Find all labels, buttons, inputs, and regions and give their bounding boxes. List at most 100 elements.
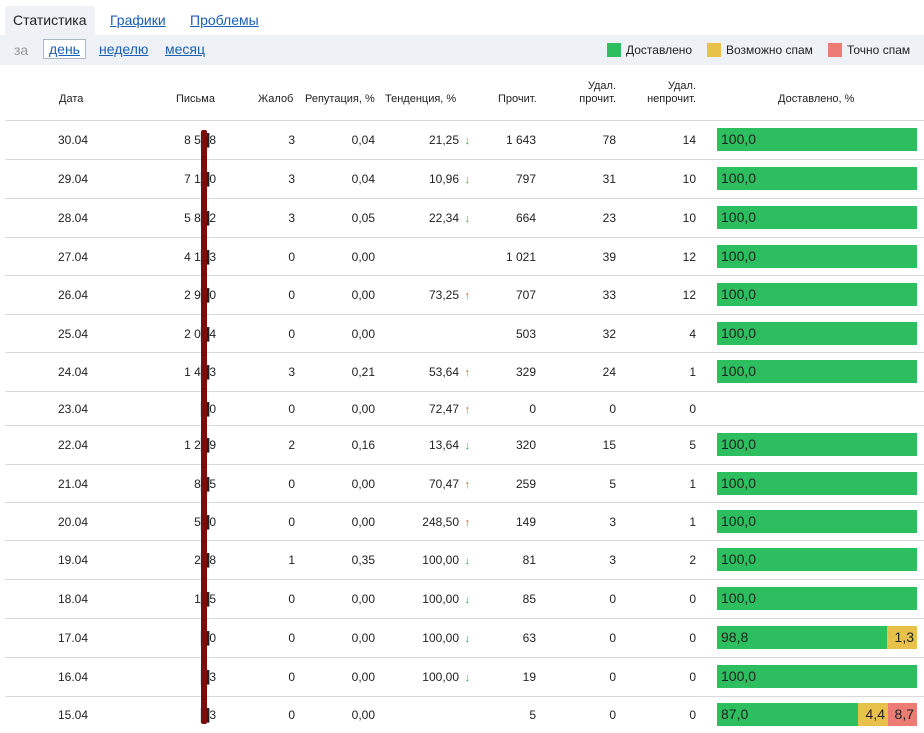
legend-maybe-spam-swatch (707, 43, 721, 57)
trend-cell: 100,00 ↓ (380, 631, 470, 646)
letters-cell: 7 1█0 (184, 172, 216, 186)
delivered-segment-ok: 87,0 (717, 703, 858, 726)
row-divider (5, 314, 924, 315)
row-divider (5, 502, 924, 503)
arrow-down-icon: ↓ (464, 440, 471, 452)
deleted-read-cell: 0 (609, 631, 616, 645)
delivered-bar: 100,0 (717, 665, 917, 688)
deleted-unread-cell: 12 (682, 250, 696, 264)
delivered-segment-ok: 100,0 (717, 245, 917, 268)
deleted-unread-cell: 14 (682, 133, 696, 147)
complaints-cell: 2 (288, 438, 295, 452)
date-cell: 23.04 (58, 402, 89, 416)
complaints-cell: 3 (288, 133, 295, 147)
trend-value: 72,47 (428, 402, 459, 416)
read-cell: 85 (522, 592, 536, 606)
period-day-button[interactable]: день (43, 39, 86, 59)
date-cell: 25.04 (58, 327, 89, 341)
arrow-up-icon: ↑ (464, 367, 471, 379)
tab-statistics[interactable]: Статистика (5, 6, 95, 35)
col-del-unread-header[interactable]: Удал. непрочит. (647, 80, 696, 105)
delivered-segment-ok: 100,0 (717, 322, 917, 345)
deleted-unread-cell: 4 (689, 327, 696, 341)
row-divider (5, 579, 924, 580)
complaints-cell: 3 (288, 172, 295, 186)
col-date-header[interactable]: Дата (59, 93, 84, 105)
deleted-unread-cell: 10 (682, 172, 696, 186)
period-month-button[interactable]: месяц (165, 41, 206, 57)
date-cell: 15.04 (58, 708, 89, 722)
deleted-read-cell: 32 (602, 327, 616, 341)
trend-value: 53,64 (428, 365, 459, 379)
reputation-cell: 0,00 (351, 708, 375, 722)
reputation-cell: 0,00 (351, 327, 375, 341)
col-read-header[interactable]: Прочит. (498, 93, 537, 105)
arrow-up-icon: ↑ (464, 404, 471, 416)
tab-graphs[interactable]: Графики (110, 12, 166, 28)
deleted-read-cell: 0 (609, 592, 616, 606)
row-divider (5, 275, 924, 276)
trend-value: 10,96 (428, 172, 459, 186)
row-divider (5, 237, 924, 238)
read-cell: 19 (522, 670, 536, 684)
delivered-segment-ok: 100,0 (717, 665, 917, 688)
delivered-segment-ok: 100,0 (717, 587, 917, 610)
deleted-unread-cell: 1 (689, 477, 696, 491)
tab-problems[interactable]: Проблемы (190, 12, 259, 28)
trend-value: 100,00 (422, 553, 459, 567)
trend-value: 13,64 (428, 438, 459, 452)
header-divider (5, 120, 924, 121)
complaints-cell: 0 (288, 670, 295, 684)
date-cell: 21.04 (58, 477, 89, 491)
legend-delivered-label: Доставлено (626, 43, 693, 57)
delivered-segment-ok: 100,0 (717, 510, 917, 533)
deleted-read-cell: 0 (609, 670, 616, 684)
reputation-cell: 0,21 (351, 365, 375, 379)
delivered-bar: 87,0 4,4 8,7 (717, 703, 917, 726)
deleted-read-cell: 3 (609, 515, 616, 529)
col-trend-header[interactable]: Тенденция, % (385, 93, 457, 105)
trend-value: 100,00 (422, 631, 459, 645)
trend-cell: 13,64 ↓ (380, 438, 470, 453)
deleted-read-cell: 23 (602, 211, 616, 225)
complaints-cell: 0 (288, 288, 295, 302)
row-divider (5, 159, 924, 160)
date-cell: 18.04 (58, 592, 89, 606)
row-divider (5, 657, 924, 658)
col-letters-header[interactable]: Письма (176, 93, 215, 105)
col-reputation-header[interactable]: Репутация, % (305, 93, 375, 105)
reputation-cell: 0,35 (351, 553, 375, 567)
trend-cell: 248,50 ↑ (380, 515, 470, 530)
col-complaints-header[interactable]: Жалоб (258, 93, 294, 105)
row-divider (5, 425, 924, 426)
trend-value: 73,25 (428, 288, 459, 302)
reputation-cell: 0,00 (351, 592, 375, 606)
trend-cell: 10,96 ↓ (380, 172, 470, 187)
legend-maybe-spam-label: Возможно спам (726, 43, 813, 57)
read-cell: 1 021 (505, 250, 536, 264)
deleted-unread-cell: 0 (689, 402, 696, 416)
deleted-read-cell: 3 (609, 553, 616, 567)
date-cell: 27.04 (58, 250, 89, 264)
deleted-read-cell: 33 (602, 288, 616, 302)
deleted-unread-cell: 5 (689, 438, 696, 452)
trend-cell: 22,34 ↓ (380, 211, 470, 226)
col-del-read-header[interactable]: Удал. прочит. (579, 80, 616, 105)
period-week-button[interactable]: неделю (99, 41, 149, 57)
trend-value: 100,00 (422, 670, 459, 684)
deleted-unread-cell: 10 (682, 211, 696, 225)
reputation-cell: 0,00 (351, 402, 375, 416)
letters-cell: 8 5█8 (184, 133, 216, 147)
reputation-cell: 0,05 (351, 211, 375, 225)
col-delivered-header[interactable]: Доставлено, % (778, 93, 855, 105)
deleted-read-cell: 78 (602, 133, 616, 147)
delivered-bar: 100,0 (717, 433, 917, 456)
complaints-cell: 0 (288, 515, 295, 529)
delivered-segment-ok: 100,0 (717, 206, 917, 229)
complaints-cell: 0 (288, 327, 295, 341)
date-cell: 20.04 (58, 515, 89, 529)
trend-cell: 21,25 ↓ (380, 133, 470, 148)
delivered-bar: 100,0 (717, 206, 917, 229)
legend-spam-swatch (828, 43, 842, 57)
reputation-cell: 0,00 (351, 631, 375, 645)
